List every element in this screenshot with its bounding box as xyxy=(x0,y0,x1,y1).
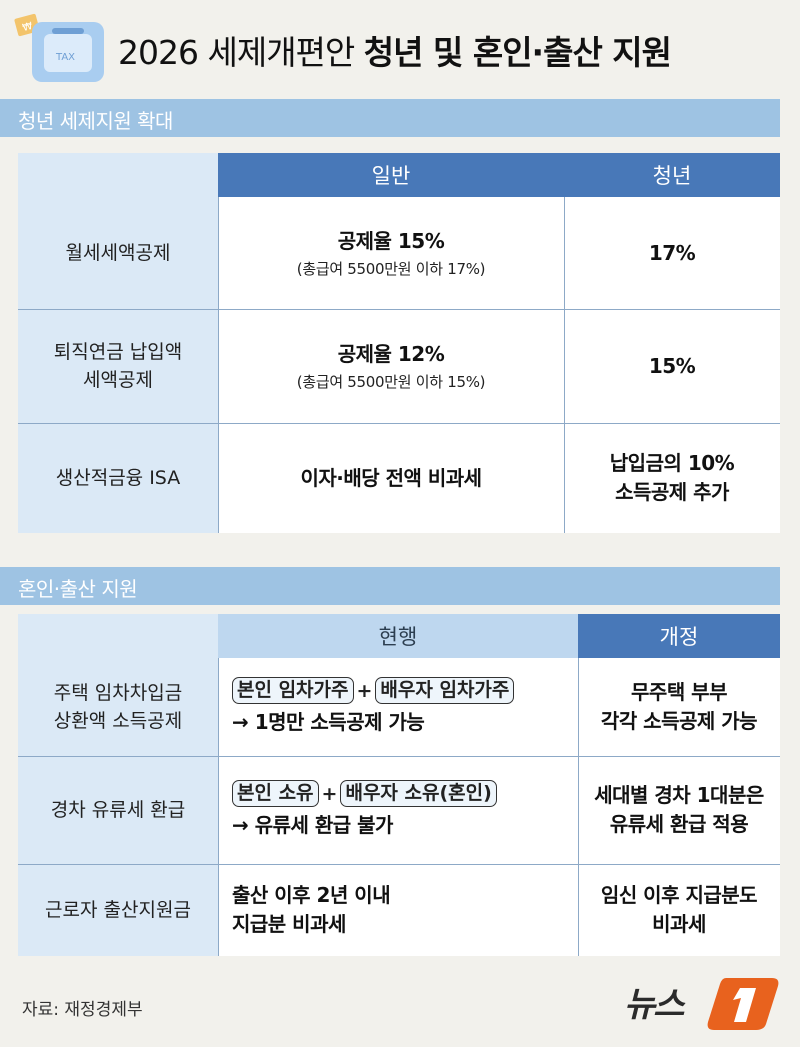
rent-youth-value: 17% xyxy=(648,240,696,265)
row-label-housing: 주택 임차차입금 상환액 소득공제 xyxy=(18,658,218,756)
marriage-header-current: 현행 xyxy=(218,614,578,658)
pension-general-sub: (총급여 5500만원 이하 15%) xyxy=(296,373,486,391)
youth-header-empty xyxy=(18,153,218,197)
car-revised-line2: 유류세 환급 적용 xyxy=(609,812,749,836)
row-label-pension-line1: 퇴직연금 납입액 xyxy=(53,340,183,363)
row-label-compact-car-text: 경차 유류세 환급 xyxy=(50,798,186,821)
youth-header-general: 일반 xyxy=(218,153,564,197)
divider xyxy=(564,197,565,533)
section-marriage-bar: 혼인·출산 지원 xyxy=(0,567,780,605)
divider xyxy=(218,658,219,956)
cell-car-current: 본인 소유 + 배우자 소유(혼인) → 유류세 환급 불가 xyxy=(218,756,578,864)
housing-revised-line2: 각각 소득공제 가능 xyxy=(600,709,758,733)
section-marriage-label: 혼인·출산 지원 xyxy=(18,577,138,601)
cell-pension-youth: 15% xyxy=(564,309,780,423)
cell-birth-current: 출산 이후 2년 이내 지급분 비과세 xyxy=(218,864,578,956)
row-label-birth-support: 근로자 출산지원금 xyxy=(18,864,218,956)
cell-housing-current: 본인 임차가주 + 배우자 임차가주 → 1명만 소득공제 가능 xyxy=(218,658,578,756)
car-pill-self: 본인 소유 xyxy=(232,780,319,807)
car-current-line2: → 유류세 환급 불가 xyxy=(232,812,393,837)
page-title: 2026 세제개편안 청년 및 혼인·출산 지원 xyxy=(118,26,672,74)
row-label-isa-text: 생산적금융 ISA xyxy=(55,466,181,489)
svg-text:뉴스: 뉴스 xyxy=(624,985,686,1025)
title-light: 2026 세제개편안 xyxy=(118,33,355,72)
svg-text:₩: ₩ xyxy=(21,21,34,34)
divider xyxy=(18,423,780,424)
housing-revised-line1: 무주택 부부 xyxy=(631,680,727,704)
divider xyxy=(218,197,219,533)
news1-logo: 뉴스 xyxy=(624,978,779,1030)
isa-youth-line2: 소득공제 추가 xyxy=(615,480,729,504)
cell-car-revised: 세대별 경차 1대분은 유류세 환급 적용 xyxy=(578,756,780,864)
cell-isa-youth: 납입금의 10% 소득공제 추가 xyxy=(564,423,780,533)
section-youth-label: 청년 세제지원 확대 xyxy=(18,109,173,133)
pension-general-main: 공제율 12% xyxy=(337,342,445,366)
birth-current-line2: 지급분 비과세 xyxy=(232,912,346,936)
isa-youth-line1: 납입금의 10% xyxy=(609,451,735,475)
title-bold: 청년 및 혼인·출산 지원 xyxy=(363,33,672,72)
svg-text:TAX: TAX xyxy=(55,52,75,63)
plus-sign: + xyxy=(321,782,338,805)
row-label-pension: 퇴직연금 납입액 세액공제 xyxy=(18,309,218,423)
row-label-housing-line2: 상환액 소득공제 xyxy=(53,710,183,732)
housing-current-line1: 본인 임차가주 + 배우자 임차가주 xyxy=(232,677,515,704)
row-label-rent-text: 월세세액공제 xyxy=(65,241,171,264)
divider xyxy=(18,309,780,310)
divider xyxy=(18,864,780,865)
marriage-header-revised: 개정 xyxy=(578,614,780,658)
cell-pension-general: 공제율 12% (총급여 5500만원 이하 15%) xyxy=(218,309,564,423)
row-label-isa: 생산적금융 ISA xyxy=(18,423,218,533)
marriage-table: 현행 개정 주택 임차차입금 상환액 소득공제 본인 임차가주 + 배우자 임차… xyxy=(18,614,780,956)
rent-general-main: 공제율 15% xyxy=(337,229,445,253)
cell-birth-revised: 임신 이후 지급분도 비과세 xyxy=(578,864,780,956)
source-note: 자료: 재정경제부 xyxy=(22,1000,143,1020)
birth-current-line1: 출산 이후 2년 이내 xyxy=(232,883,391,907)
youth-table: 일반 청년 월세세액공제 공제율 15% (총급여 5500만원 이하 17%)… xyxy=(18,153,780,533)
divider xyxy=(18,756,780,757)
row-label-birth-support-text: 근로자 출산지원금 xyxy=(45,898,191,921)
birth-revised-line1: 임신 이후 지급분도 xyxy=(600,883,758,907)
divider xyxy=(578,658,579,956)
tax-box-icon: ₩ TAX xyxy=(14,13,104,82)
cell-isa-general: 이자·배당 전액 비과세 xyxy=(218,423,564,533)
housing-current-line2: → 1명만 소득공제 가능 xyxy=(232,709,425,734)
plus-sign: + xyxy=(356,679,373,702)
cell-rent-youth: 17% xyxy=(564,197,780,309)
car-current-line1: 본인 소유 + 배우자 소유(혼인) xyxy=(232,780,497,807)
row-label-pension-line2: 세액공제 xyxy=(83,369,153,391)
rent-general-sub: (총급여 5500만원 이하 17%) xyxy=(296,260,486,278)
row-label-housing-line1: 주택 임차차입금 xyxy=(53,681,183,704)
car-revised-line1: 세대별 경차 1대분은 xyxy=(594,783,764,807)
housing-pill-spouse: 배우자 임차가주 xyxy=(375,677,515,704)
birth-revised-line2: 비과세 xyxy=(652,912,706,936)
cell-rent-general: 공제율 15% (총급여 5500만원 이하 17%) xyxy=(218,197,564,309)
header: ₩ TAX 2026 세제개편안 청년 및 혼인·출산 지원 xyxy=(0,0,800,92)
car-pill-spouse: 배우자 소유(혼인) xyxy=(340,780,497,807)
row-label-rent: 월세세액공제 xyxy=(18,197,218,309)
marriage-header-empty xyxy=(18,614,218,658)
isa-general-main: 이자·배당 전액 비과세 xyxy=(300,465,482,490)
row-label-compact-car: 경차 유류세 환급 xyxy=(18,756,218,864)
housing-pill-self: 본인 임차가주 xyxy=(232,677,354,704)
section-youth-bar: 청년 세제지원 확대 xyxy=(0,99,780,137)
pension-youth-value: 15% xyxy=(648,353,696,378)
youth-header-youth: 청년 xyxy=(564,153,780,197)
cell-housing-revised: 무주택 부부 각각 소득공제 가능 xyxy=(578,658,780,756)
